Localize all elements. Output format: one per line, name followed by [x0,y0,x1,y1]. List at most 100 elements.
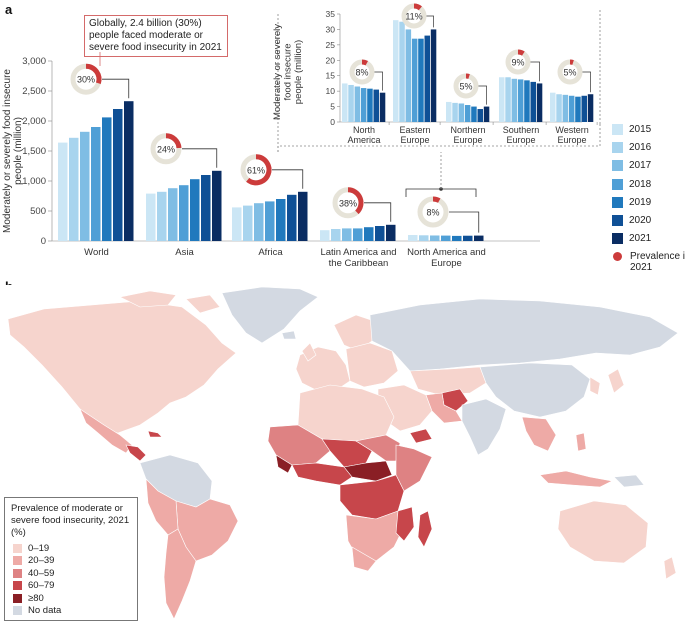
bar-asia-2015 [146,193,156,241]
map-legend-swatch [13,606,22,616]
panel-a-label: a [5,2,13,17]
southern-cone [163,528,197,620]
mozambique-region [395,506,415,542]
inset-bar-north-america-2015 [342,83,348,122]
china [479,362,591,418]
map-legend-label: 0–19 [28,542,50,554]
philippines [575,432,587,452]
map-legend-swatch [13,556,22,566]
map-legend-swatch [13,593,22,603]
prevalence-asia-label: 24% [157,144,175,154]
yemen [409,428,433,444]
legend-swatch [612,124,623,135]
map-legend-item: 40–59 [13,567,137,580]
korea-japan [589,368,625,396]
inset-category-label: America [348,135,381,145]
bar-north-america-and-europe-2019 [452,235,462,241]
map-legend-label: 40–59 [28,567,55,579]
category-label: Latin America and [320,247,396,258]
inset-bar-north-america-2018 [360,88,367,122]
map-legend-item: 0–19 [13,542,137,555]
bar-africa-2019 [276,199,286,241]
bar-world-2018 [91,127,101,241]
sierra-leone-liberia [275,454,293,474]
category-label: North America and [407,247,486,258]
bar-world-2020 [113,109,123,241]
inset-bar-northern-europe-2017 [458,103,465,122]
prevalence-latin-america-and-the-caribbean-arc [347,187,364,215]
inset-y-tick-label: 10 [326,86,336,96]
inset-y-tick-label: 20 [326,55,336,65]
inset-bar-western-europe-2019 [575,96,581,122]
map-legend-label: No data [28,605,62,617]
legend-item-2021: 2021 [612,233,685,251]
bar-latin-america-and-the-caribbean-2021 [386,224,396,241]
legend-item-prevalence: Prevalence in 2021 [612,251,685,279]
southern-africa [345,510,405,562]
inset-category-label: Europe [507,135,536,145]
inset-bar-southern-europe-2015 [499,77,505,122]
inset-bar-north-america-2019 [367,88,373,122]
inset-prevalence-southern-europe-label: 9% [511,58,524,68]
central-asia [409,366,487,396]
inset-prevalence-southern-europe-arc [517,49,525,56]
inset-category-label: Europe [454,135,483,145]
bar-africa-2021 [298,191,308,241]
russia [369,298,679,372]
legend-item-2018: 2018 [612,178,685,197]
inset-bar-northern-europe-2016 [452,102,458,122]
inset-bar-northern-europe-2019 [471,106,477,122]
inset-category-label: North [353,125,375,135]
map-legend-item: 20–39 [13,555,137,568]
map-legend-item: No data [13,605,137,618]
inset-y-axis-label-line: people (million) [293,40,304,104]
inset-bar-western-europe-2020 [581,95,587,122]
legend-swatch [612,178,623,190]
inset-bar-western-europe-2021 [587,94,594,122]
bar-africa-2015 [232,207,242,241]
inset-bar-eastern-europe-2015 [393,20,399,122]
dashed-connector [277,124,601,152]
bar-asia-2021 [212,170,222,241]
inset-bar-western-europe-2016 [556,94,562,122]
legend-label: 2019 [629,196,652,208]
iceland [281,330,297,340]
inset-y-tick-label: 35 [326,9,336,19]
india [461,398,507,456]
inset-bar-north-america-2016 [348,84,354,122]
inset-bar-eastern-europe-2019 [418,38,424,122]
inset-category-label: Eastern [400,125,431,135]
bar-latin-america-and-the-caribbean-2020 [375,226,385,241]
year-legend: 2015 2016 2017 2018 2019 2020 2021 Prevalence … [612,124,685,279]
inset-prevalence-western-europe-label: 5% [563,68,576,78]
category-label: Africa [258,247,283,258]
bar-world-2016 [69,137,79,241]
prevalence-dot-icon [613,252,622,262]
inset-bar-southern-europe-2019 [524,80,530,122]
legend-item-2019: 2019 [612,196,685,215]
bar-latin-america-and-the-caribbean-2016 [331,229,341,241]
prevalence-africa-arc [246,154,272,186]
prevalence-africa-label: 61% [247,165,265,175]
y-tick-label: 2,000 [22,116,46,127]
bar-africa-2020 [287,194,297,241]
inset-bar-western-europe-2017 [562,94,569,122]
mexico [79,408,133,454]
bar-latin-america-and-the-caribbean-2019 [364,227,374,241]
inset-bar-southern-europe-2020 [530,81,536,122]
prevalence-latin-america-and-the-caribbean-label: 38% [339,198,357,208]
leader-line [272,169,304,189]
caribbean-haiti [147,430,163,438]
inset-y-tick-label: 25 [326,40,336,50]
legend-label: 2021 [629,233,652,245]
inset-y-tick-label: 0 [330,117,335,127]
inset-bar-northern-europe-2015 [446,101,452,122]
inset-bar-northern-europe-2020 [477,109,483,122]
inset-bar-eastern-europe-2020 [424,35,430,122]
legend-item-2015: 2015 [612,124,685,142]
y-tick-label: 1,000 [22,176,46,187]
inset-leader-line [425,15,434,28]
y-axis-label-line: people (million) [13,117,24,185]
papua [613,474,645,488]
greenland [221,286,319,344]
